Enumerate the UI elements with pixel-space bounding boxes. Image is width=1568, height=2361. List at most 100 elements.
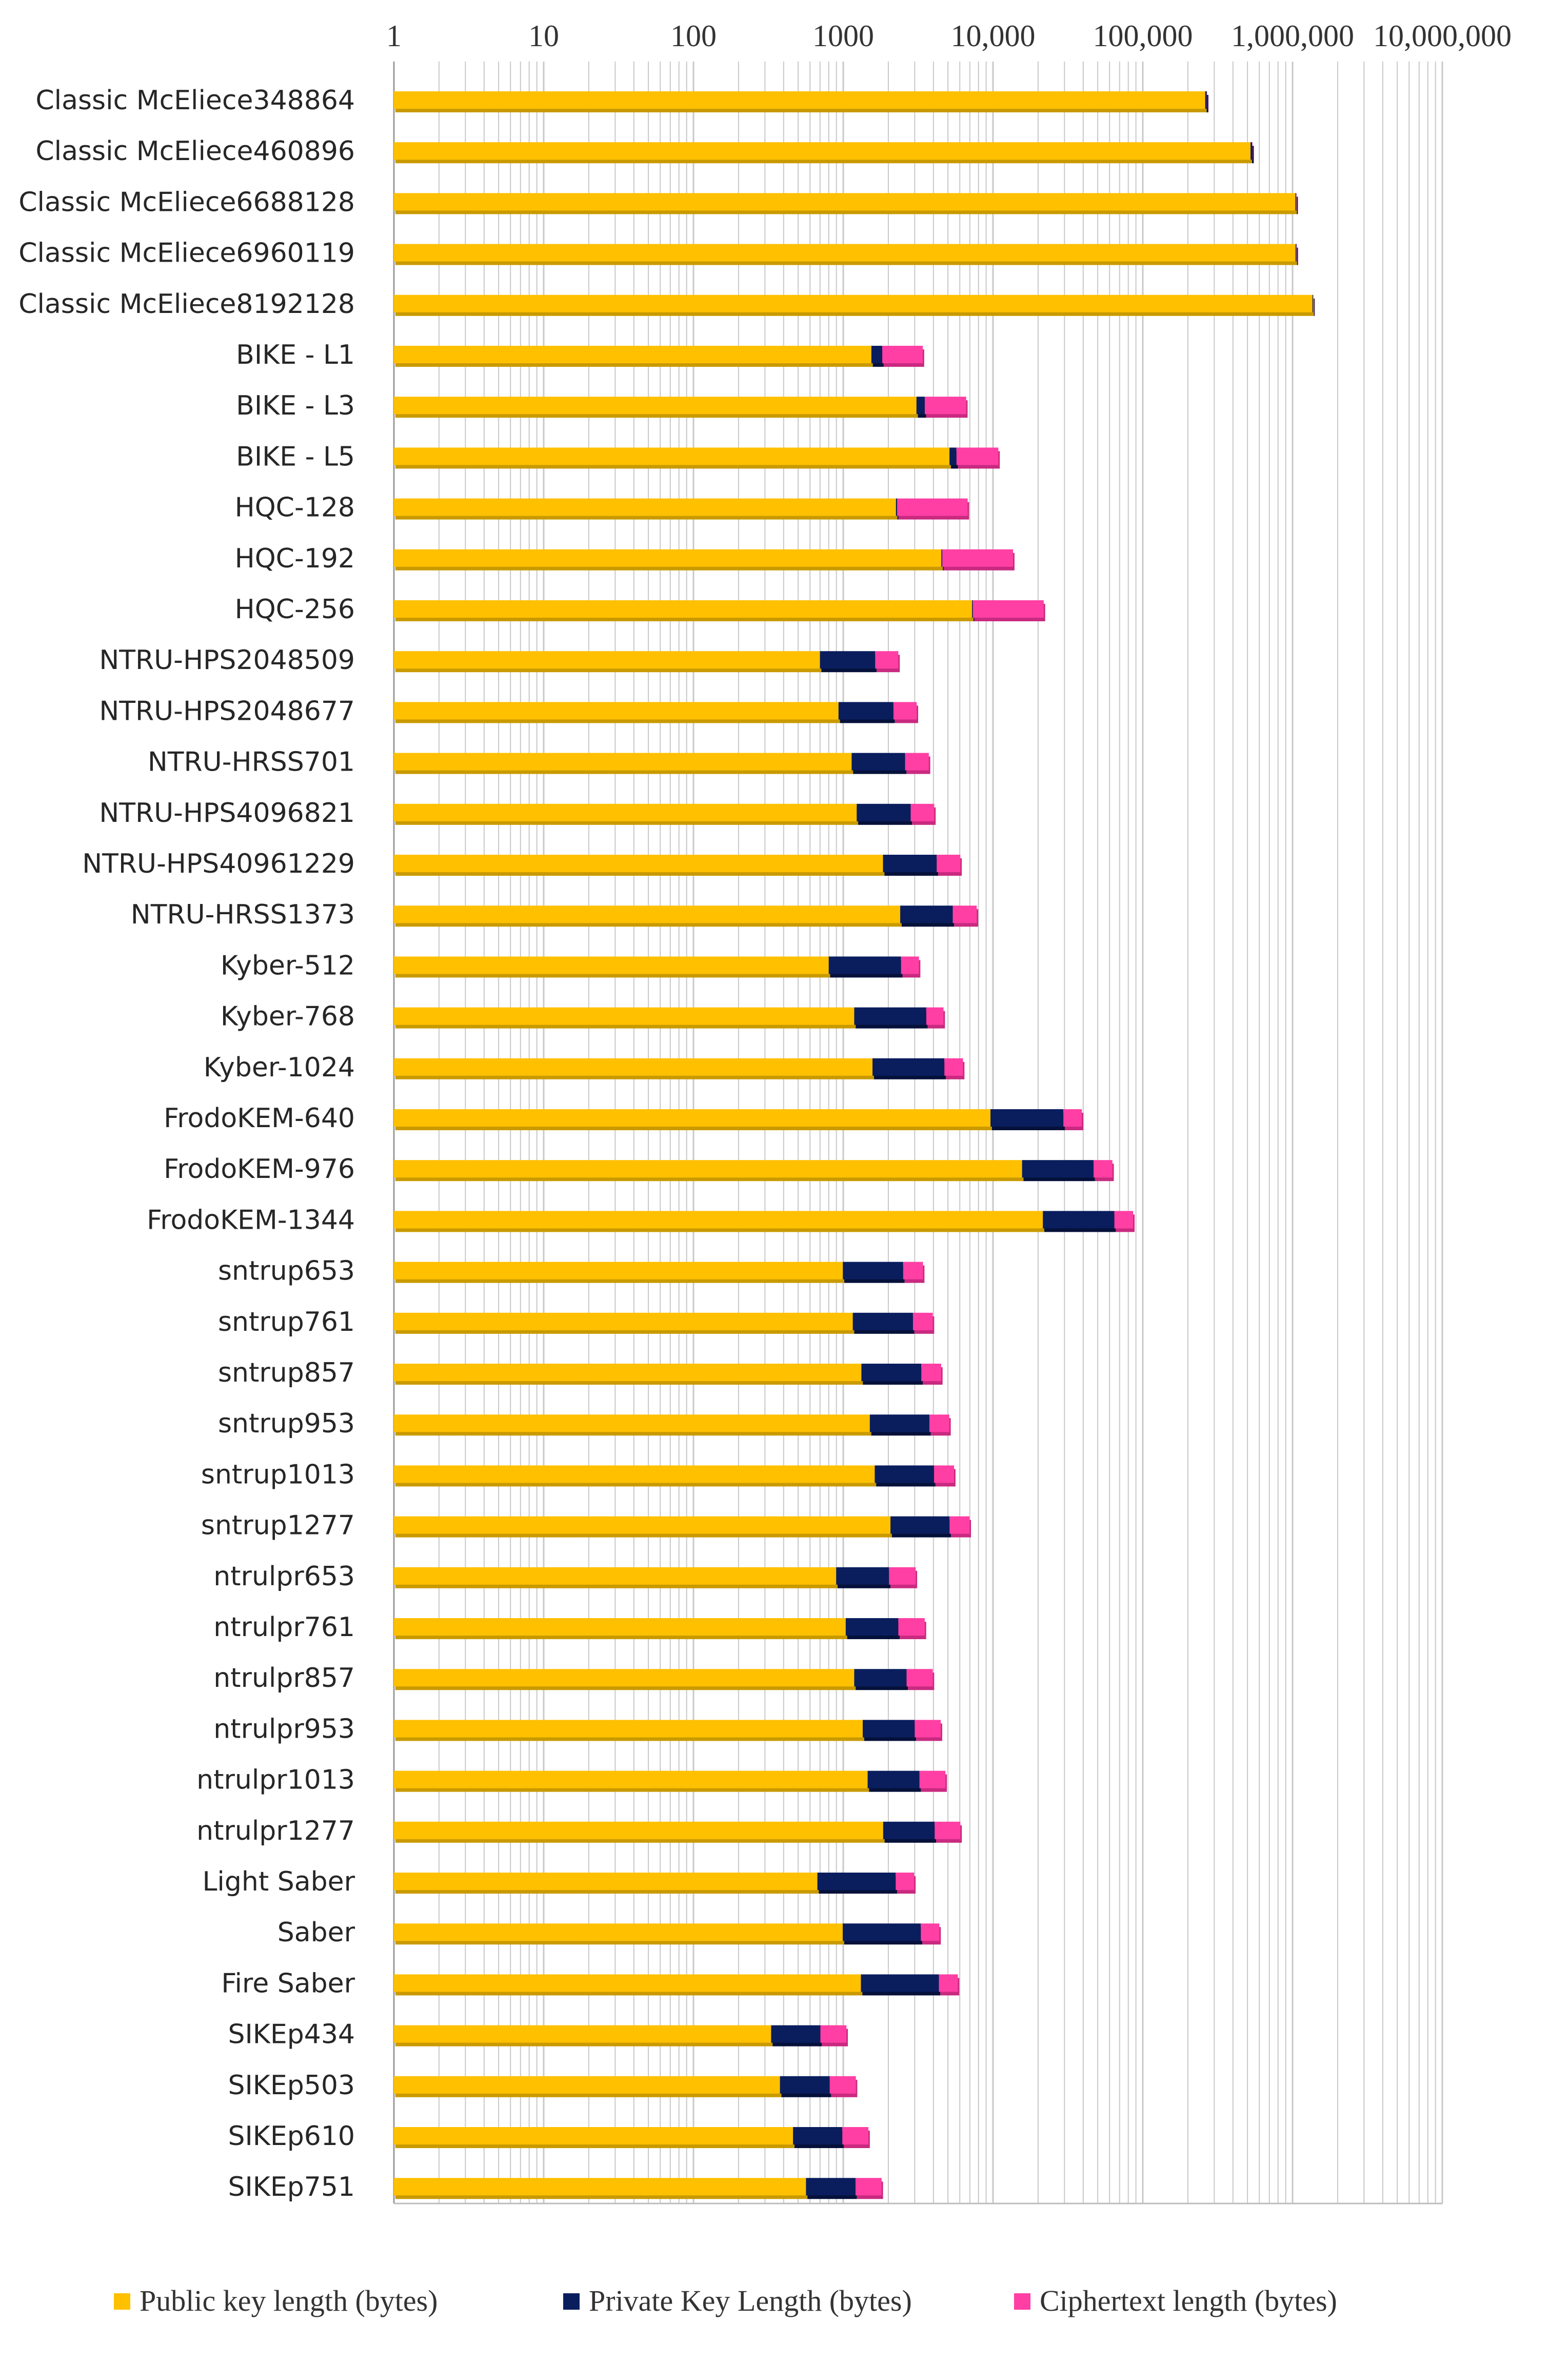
public-key-bar <box>394 244 1296 262</box>
category-label: SIKEp751 <box>228 2172 355 2202</box>
category-label: Classic McEliece8192128 <box>18 289 355 320</box>
ciphertext-bar <box>1313 294 1314 312</box>
x-tick-label: 10,000 <box>951 19 1036 53</box>
public-key-bar <box>394 1312 853 1330</box>
ciphertext-bar <box>898 1618 925 1636</box>
category-label: HQC-128 <box>235 493 355 523</box>
category-label: NTRU-HPS4096821 <box>99 798 355 829</box>
ciphertext-bar <box>893 702 917 720</box>
public-key-bar <box>394 2025 771 2043</box>
category-label: NTRU-HRSS701 <box>148 747 355 778</box>
x-tick-label: 1 <box>386 19 402 53</box>
ciphertext-bar <box>829 2076 856 2094</box>
private-key-bar <box>854 1007 926 1025</box>
public-key-bar <box>394 1058 873 1076</box>
public-key-bar <box>394 193 1296 211</box>
ciphertext-bar <box>934 1465 955 1483</box>
public-key-bar <box>394 651 820 669</box>
category-labels: Classic McEliece348864 Classic McEliece46… <box>18 85 355 2202</box>
private-key-bar-shadow <box>1252 146 1254 164</box>
category-label: NTRU-HPS2048677 <box>99 696 355 726</box>
ciphertext-bar <box>889 1567 916 1585</box>
category-label: BIKE - L3 <box>236 390 355 421</box>
private-key-bar <box>916 397 925 415</box>
private-key-bar-shadow <box>1297 196 1298 214</box>
category-label: SIKEp610 <box>228 2121 355 2152</box>
ciphertext-bar <box>901 956 919 974</box>
private-key-bar <box>883 855 937 872</box>
grid-lines <box>393 62 1443 2205</box>
public-key-bar <box>394 1465 875 1483</box>
public-key-bar <box>394 1364 862 1381</box>
category-label: SIKEp503 <box>228 2070 355 2101</box>
category-label: Saber <box>277 1917 355 1948</box>
category-label: HQC-192 <box>235 543 355 574</box>
ciphertext-bar <box>952 906 977 923</box>
ciphertext-bar <box>956 447 999 465</box>
ciphertext-bar <box>929 1414 949 1432</box>
ciphertext-bar <box>1252 142 1253 160</box>
public-key-bar <box>394 1618 846 1636</box>
category-label: Kyber-1024 <box>204 1052 355 1083</box>
public-key-bar <box>394 753 852 771</box>
category-label: BIKE - L1 <box>236 340 355 370</box>
x-tick-label: 1,000,000 <box>1231 19 1354 53</box>
public-key-bar <box>394 346 871 363</box>
x-tick-label: 1000 <box>812 19 874 53</box>
category-label: Kyber-768 <box>221 1001 355 1032</box>
ciphertext-bar <box>903 1262 923 1280</box>
category-label: FrodoKEM-976 <box>164 1154 355 1185</box>
ciphertext-bar <box>1114 1211 1134 1229</box>
category-label: FrodoKEM-640 <box>164 1103 355 1134</box>
private-key-bar <box>861 1974 939 1992</box>
public-key-bar <box>394 803 857 821</box>
ciphertext-bar <box>855 2178 882 2196</box>
legend-label: Ciphertext length (bytes) <box>1040 2284 1337 2317</box>
public-key-bar <box>394 2076 780 2094</box>
category-label: HQC-256 <box>235 594 355 625</box>
ciphertext-bar <box>910 803 935 821</box>
ciphertext-bar <box>1296 193 1297 211</box>
ciphertext-bar <box>882 346 923 363</box>
private-key-bar <box>867 1770 920 1788</box>
private-key-bar <box>838 702 894 720</box>
ciphertext-bar <box>921 1364 941 1381</box>
category-label: NTRU-HRSS1373 <box>131 899 355 930</box>
private-key-bar <box>972 600 973 618</box>
category-label: Kyber-512 <box>221 950 355 981</box>
ciphertext-bar <box>939 1974 958 1992</box>
category-label: sntrup857 <box>218 1357 355 1388</box>
category-label: FrodoKEM-1344 <box>147 1205 355 1235</box>
public-key-bar <box>394 1974 861 1992</box>
public-key-bar <box>394 294 1313 312</box>
public-key-bar <box>394 1109 991 1127</box>
public-key-bar <box>394 1516 891 1534</box>
bars <box>394 91 1315 2199</box>
ciphertext-bar <box>937 855 961 872</box>
public-key-bar <box>394 702 839 720</box>
private-key-bar <box>771 2025 821 2043</box>
category-label: Classic McEliece6688128 <box>18 187 355 218</box>
category-label: sntrup1013 <box>201 1459 355 1490</box>
public-key-bar <box>394 1262 843 1280</box>
private-key-bar <box>890 1516 950 1534</box>
private-key-bar <box>843 1262 903 1280</box>
public-key-bar <box>394 2127 793 2144</box>
legend-label: Public key length (bytes) <box>140 2284 438 2317</box>
category-label: sntrup761 <box>218 1307 355 1337</box>
ciphertext-bar <box>949 1516 970 1534</box>
private-key-bar <box>836 1567 889 1585</box>
public-key-bar <box>394 397 917 415</box>
private-key-bar <box>793 2127 843 2144</box>
category-label: sntrup653 <box>218 1256 355 1287</box>
x-tick-label: 100 <box>670 19 717 53</box>
private-key-bar <box>1043 1211 1115 1229</box>
private-key-bar-shadow <box>1314 298 1315 316</box>
ciphertext-bar <box>896 1873 915 1890</box>
private-key-bar <box>820 651 876 669</box>
category-label: sntrup953 <box>218 1408 355 1439</box>
legend: Public key length (bytes) Private Key Len… <box>114 2284 1337 2317</box>
ciphertext-bar <box>875 651 899 669</box>
public-key-bar <box>394 1821 883 1839</box>
